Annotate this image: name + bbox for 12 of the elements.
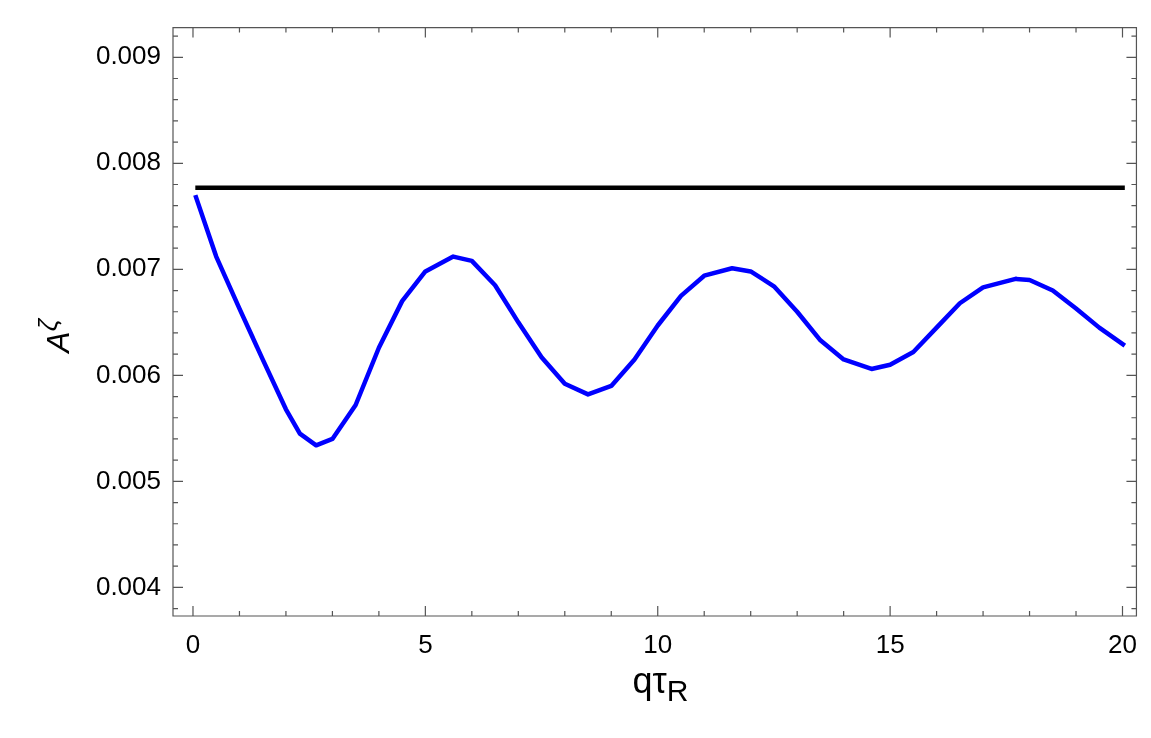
x-tick-label: 5 [418, 628, 433, 659]
y-tick-label: 0.004 [95, 570, 161, 601]
x-axis-title: qτ$_{R}$ [631, 660, 690, 709]
y-tick-label: 0.006 [95, 358, 161, 389]
y-tick-label: 0.005 [95, 464, 161, 495]
x-tick-label: 10 [643, 628, 673, 659]
x-tick-label: 15 [875, 628, 905, 659]
y-tick-label: 0.009 [95, 40, 161, 71]
y-tick-label: 0.008 [95, 146, 161, 177]
y-tick-label: 0.007 [95, 252, 161, 283]
x-tick-label: 0 [185, 628, 201, 659]
x-tick-label: 20 [1108, 628, 1137, 659]
